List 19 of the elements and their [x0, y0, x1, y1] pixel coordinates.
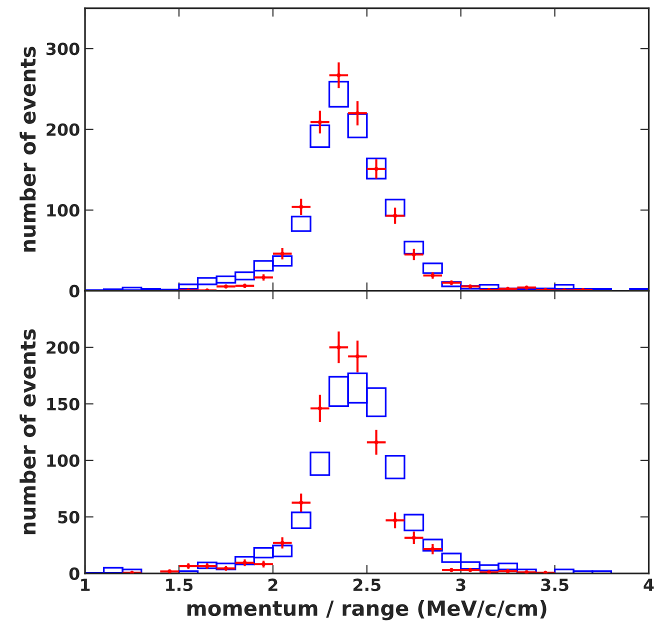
y-tick-label: 0 — [69, 284, 80, 298]
x-tick-label: 2 — [268, 578, 278, 591]
x-tick-label: 2.5 — [353, 578, 380, 592]
y-tick-label: 150 — [47, 398, 80, 410]
y-tick-label: 200 — [46, 123, 80, 136]
y-tick-label: 0 — [69, 567, 80, 580]
y-axis-title: number of events — [20, 329, 36, 534]
y-tick-label: 100 — [47, 204, 80, 217]
y-tick-label: 100 — [47, 454, 80, 467]
y-tick-label: 300 — [46, 42, 80, 56]
x-tick-label: 3 — [456, 578, 466, 592]
y-axis-title: number of events — [20, 46, 36, 252]
y-tick-label: 200 — [46, 341, 80, 354]
x-tick-label: 3.5 — [541, 578, 568, 592]
x-tick-label: 1.5 — [166, 578, 193, 592]
x-tick-label: 1 — [81, 578, 90, 591]
x-axis-title: momentum / range (MeV/c/cm) — [187, 600, 546, 620]
y-tick-label: 50 — [58, 510, 80, 524]
x-tick-label: 4 — [644, 578, 654, 591]
